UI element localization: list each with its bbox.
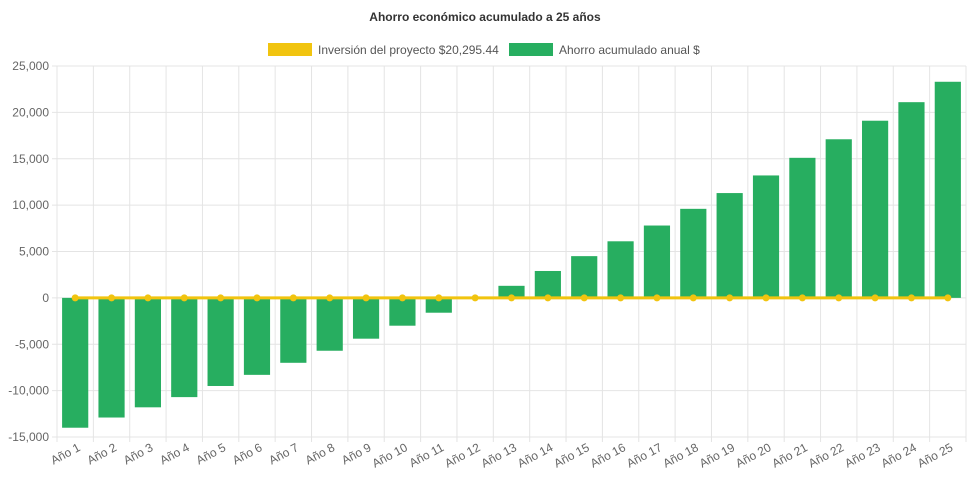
x-tick-label: Año 13 [479, 440, 519, 470]
bar[interactable] [898, 102, 925, 298]
line-point[interactable] [944, 294, 952, 302]
bar[interactable] [862, 120, 889, 298]
y-tick-label: 20,000 [12, 105, 49, 119]
x-tick-label: Año 3 [121, 440, 156, 467]
x-tick-label: Año 4 [157, 440, 192, 467]
y-tick-label: -5,000 [15, 337, 49, 351]
line-point[interactable] [217, 294, 225, 302]
x-tick-label: Año 1 [48, 440, 83, 467]
x-tick-label: Año 23 [842, 440, 882, 470]
legend-swatch-savings [509, 43, 553, 56]
line-point[interactable] [180, 294, 188, 302]
x-tick-label: Año 20 [733, 440, 773, 470]
legend-label-investment: Inversión del proyecto $20,295.44 [318, 43, 499, 57]
line-point[interactable] [689, 294, 697, 302]
line-point[interactable] [398, 294, 406, 302]
y-tick-label: -15,000 [8, 430, 49, 444]
x-tick-label: Año 19 [697, 440, 737, 470]
bar-series [62, 81, 961, 428]
bar[interactable] [98, 297, 125, 418]
line-point[interactable] [544, 294, 552, 302]
x-tick-label: Año 9 [339, 440, 374, 467]
line-point[interactable] [907, 294, 915, 302]
line-point[interactable] [798, 294, 806, 302]
bar[interactable] [825, 139, 852, 298]
line-point[interactable] [326, 294, 334, 302]
x-tick-label: Año 14 [515, 440, 555, 470]
bar[interactable] [498, 285, 525, 298]
bar[interactable] [134, 297, 161, 408]
bar[interactable] [389, 297, 416, 326]
x-tick-label: Año 5 [194, 440, 229, 467]
bar[interactable] [425, 297, 452, 313]
line-point[interactable] [835, 294, 843, 302]
x-axis: Año 1 Año 2 Año 3 Año 4 Año 5 Año 6 Año 7 Año 8… [48, 440, 955, 470]
line-point[interactable] [653, 294, 661, 302]
x-tick-label: Año 2 [85, 440, 120, 467]
legend-item-savings[interactable]: Ahorro acumulado anual $ [509, 43, 700, 57]
bar[interactable] [62, 297, 89, 428]
x-tick-label: Año 11 [407, 440, 447, 470]
x-tick-label: Año 7 [266, 440, 301, 467]
y-tick-label: 25,000 [12, 59, 49, 73]
y-tick-label: 10,000 [12, 198, 49, 212]
x-tick-label: Año 17 [624, 440, 664, 470]
x-tick-label: Año 6 [230, 440, 265, 467]
bar[interactable] [280, 297, 307, 363]
line-point[interactable] [762, 294, 770, 302]
line-point[interactable] [580, 294, 588, 302]
y-axis: 25,000 20,000 15,000 10,000 5,000 0 -5,000 -10,… [8, 59, 49, 444]
x-tick-label: Año 8 [303, 440, 338, 467]
x-tick-label: Año 12 [442, 440, 482, 470]
y-tick-label: 15,000 [12, 152, 49, 166]
y-tick-label: 0 [42, 291, 49, 305]
y-tick-label: -10,000 [8, 384, 49, 398]
x-tick-label: Año 21 [770, 440, 810, 470]
line-point[interactable] [108, 294, 116, 302]
legend-swatch-investment [268, 43, 312, 56]
y-tick-label: 5,000 [19, 245, 49, 259]
bar[interactable] [789, 157, 816, 298]
line-point[interactable] [471, 294, 479, 302]
legend-item-investment[interactable]: Inversión del proyecto $20,295.44 [268, 43, 499, 57]
line-point[interactable] [617, 294, 625, 302]
line-point[interactable] [289, 294, 297, 302]
bar[interactable] [934, 81, 961, 298]
chart-title: Ahorro económico acumulado a 25 años [369, 10, 601, 24]
line-point[interactable] [362, 294, 370, 302]
bar[interactable] [643, 225, 671, 298]
bar[interactable] [207, 297, 234, 386]
bar[interactable] [534, 270, 561, 298]
x-tick-label: Año 16 [588, 440, 628, 470]
line-point[interactable] [871, 294, 879, 302]
x-tick-label: Año 10 [370, 440, 410, 470]
x-tick-label: Año 15 [551, 440, 591, 470]
line-point[interactable] [508, 294, 515, 302]
bar[interactable] [243, 297, 271, 375]
line-point[interactable] [726, 294, 734, 302]
line-point[interactable] [253, 294, 261, 302]
bar[interactable] [680, 208, 707, 298]
bar[interactable] [171, 297, 198, 398]
bar[interactable] [716, 193, 743, 298]
bar[interactable] [607, 241, 634, 298]
x-tick-label: Año 22 [806, 440, 846, 470]
line-point[interactable] [435, 294, 443, 302]
bar[interactable] [571, 256, 598, 298]
x-tick-label: Año 24 [879, 440, 919, 470]
x-tick-label: Año 25 [915, 440, 955, 470]
bar[interactable] [352, 297, 380, 339]
x-tick-label: Año 18 [661, 440, 701, 470]
line-series [71, 294, 952, 302]
bar[interactable] [752, 175, 780, 298]
line-point[interactable] [71, 294, 79, 302]
line-point[interactable] [144, 294, 152, 302]
bar[interactable] [316, 297, 343, 351]
legend: Inversión del proyecto $20,295.44 Ahorro… [268, 43, 700, 57]
legend-label-savings: Ahorro acumulado anual $ [559, 43, 700, 57]
